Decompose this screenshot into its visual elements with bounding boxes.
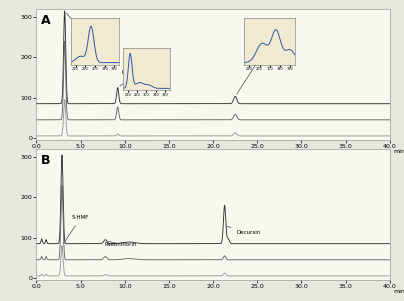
Text: Decursin: Decursin	[237, 39, 283, 94]
Text: Paeoniflorin: Paeoniflorin	[104, 241, 137, 247]
Text: B: B	[40, 154, 50, 167]
Text: Paeoniflorin: Paeoniflorin	[120, 70, 154, 86]
Text: Decursin: Decursin	[227, 226, 261, 235]
Text: 5-HMF: 5-HMF	[66, 13, 88, 30]
Text: min: min	[393, 149, 404, 154]
Text: A: A	[40, 14, 50, 27]
Text: 5-HMF: 5-HMF	[63, 216, 89, 244]
Text: min: min	[393, 289, 404, 294]
